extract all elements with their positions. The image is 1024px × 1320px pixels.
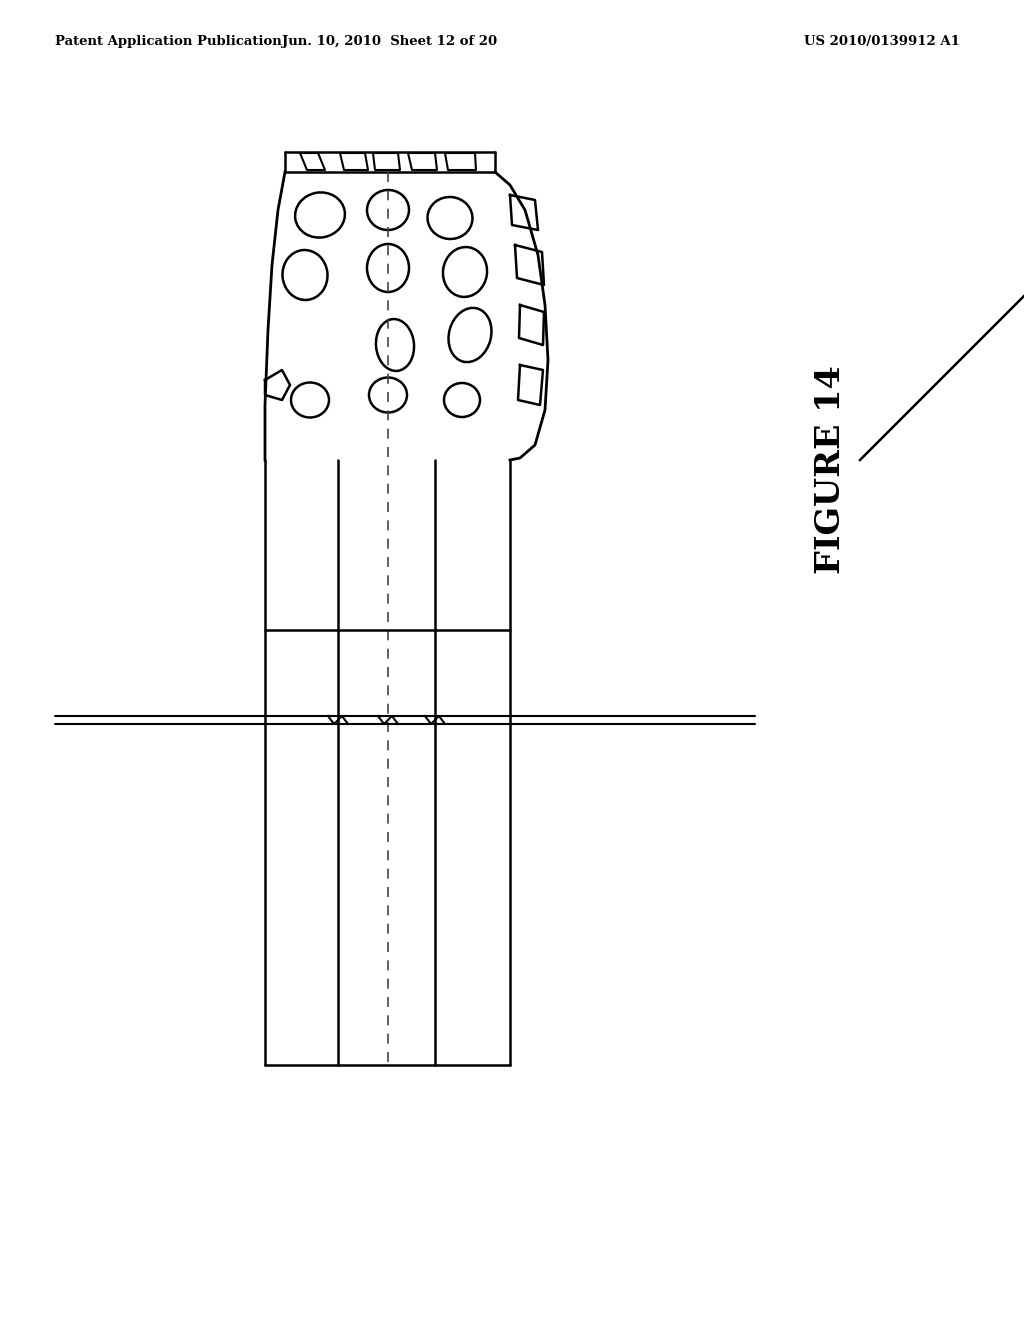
Text: US 2010/0139912 A1: US 2010/0139912 A1 [804,36,961,48]
Text: Patent Application Publication: Patent Application Publication [55,36,282,48]
Text: Jun. 10, 2010  Sheet 12 of 20: Jun. 10, 2010 Sheet 12 of 20 [283,36,498,48]
Text: FIGURE 14: FIGURE 14 [813,366,847,574]
